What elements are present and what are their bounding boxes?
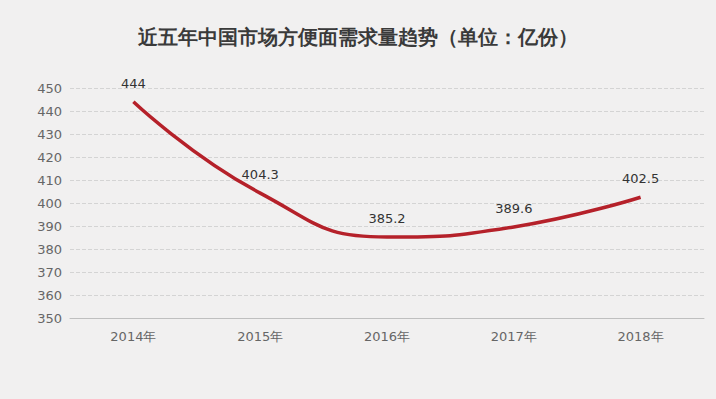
svg-text:360: 360: [37, 288, 62, 303]
svg-text:2018年: 2018年: [618, 329, 664, 344]
svg-text:440: 440: [37, 104, 62, 119]
svg-text:410: 410: [37, 173, 62, 188]
svg-text:385.2: 385.2: [368, 211, 405, 226]
svg-text:390: 390: [37, 219, 62, 234]
svg-text:近五年中国市场方便面需求量趋势（单位：亿份）: 近五年中国市场方便面需求量趋势（单位：亿份）: [137, 25, 578, 49]
svg-text:350: 350: [37, 311, 62, 326]
svg-text:444: 444: [121, 76, 146, 91]
svg-text:430: 430: [37, 127, 62, 142]
svg-text:402.5: 402.5: [622, 171, 659, 186]
svg-text:2016年: 2016年: [364, 329, 410, 344]
svg-text:420: 420: [37, 150, 62, 165]
svg-text:450: 450: [37, 81, 62, 96]
svg-text:2017年: 2017年: [491, 329, 537, 344]
svg-text:2014年: 2014年: [110, 329, 156, 344]
svg-text:404.3: 404.3: [242, 167, 279, 182]
svg-text:400: 400: [37, 196, 62, 211]
svg-text:389.6: 389.6: [495, 201, 532, 216]
svg-text:370: 370: [37, 265, 62, 280]
svg-text:380: 380: [37, 242, 62, 257]
svg-text:2015年: 2015年: [237, 329, 283, 344]
